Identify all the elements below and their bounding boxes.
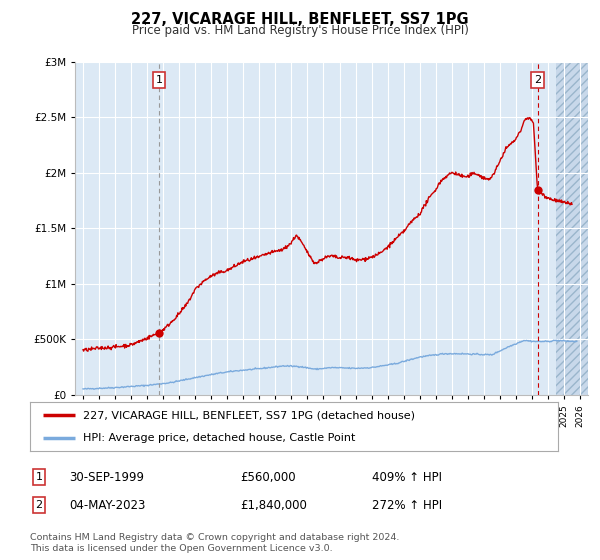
Text: HPI: Average price, detached house, Castle Point: HPI: Average price, detached house, Cast…: [83, 433, 355, 444]
Bar: [556, 62, 588, 395]
Text: 2: 2: [35, 500, 43, 510]
Text: 2: 2: [534, 75, 541, 85]
Text: 227, VICARAGE HILL, BENFLEET, SS7 1PG: 227, VICARAGE HILL, BENFLEET, SS7 1PG: [131, 12, 469, 27]
Text: 409% ↑ HPI: 409% ↑ HPI: [372, 470, 442, 484]
Text: Contains HM Land Registry data © Crown copyright and database right 2024.
This d: Contains HM Land Registry data © Crown c…: [30, 533, 400, 553]
Text: 04-MAY-2023: 04-MAY-2023: [69, 498, 145, 512]
Text: £1,840,000: £1,840,000: [240, 498, 307, 512]
Text: 1: 1: [155, 75, 163, 85]
Bar: [556, 62, 588, 395]
Text: 1: 1: [35, 472, 43, 482]
Text: Price paid vs. HM Land Registry's House Price Index (HPI): Price paid vs. HM Land Registry's House …: [131, 24, 469, 37]
Text: 272% ↑ HPI: 272% ↑ HPI: [372, 498, 442, 512]
Text: £560,000: £560,000: [240, 470, 296, 484]
Text: 227, VICARAGE HILL, BENFLEET, SS7 1PG (detached house): 227, VICARAGE HILL, BENFLEET, SS7 1PG (d…: [83, 410, 415, 421]
Text: 30-SEP-1999: 30-SEP-1999: [69, 470, 144, 484]
